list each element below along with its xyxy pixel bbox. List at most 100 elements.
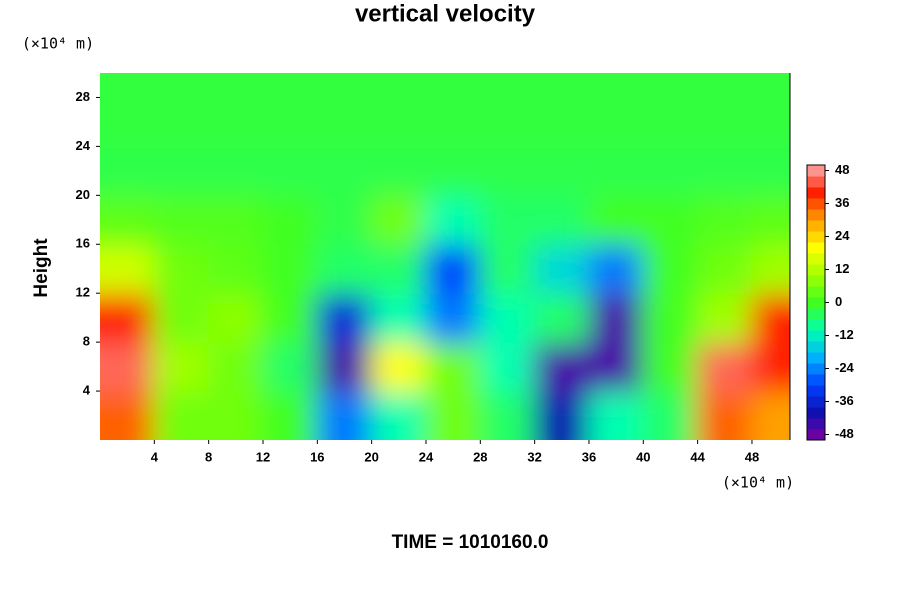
field-cell xyxy=(533,194,590,246)
field-cell xyxy=(696,390,753,440)
field-cell xyxy=(261,243,319,295)
field-cell xyxy=(153,390,210,440)
x-tick-label: 8 xyxy=(205,449,212,464)
field-cell xyxy=(479,194,536,246)
field-cell xyxy=(696,73,753,148)
field-cell xyxy=(479,292,536,344)
colorbar-tick-label: -48 xyxy=(835,426,854,441)
field-cell xyxy=(100,390,156,440)
x-tick-label: 32 xyxy=(527,449,541,464)
field-cell xyxy=(207,243,264,295)
field-cell xyxy=(316,243,373,295)
field-cell xyxy=(533,73,590,148)
x-tick-label: 44 xyxy=(690,449,705,464)
field-cell xyxy=(261,73,319,148)
field-cell xyxy=(642,243,699,295)
field-cell xyxy=(100,341,156,393)
field-cell xyxy=(207,292,264,344)
field-cell xyxy=(316,390,373,440)
field-cell xyxy=(750,292,790,344)
field-cell xyxy=(261,390,319,440)
x-tick-label: 36 xyxy=(582,449,596,464)
field-cell xyxy=(696,194,753,246)
field-cell xyxy=(100,243,156,295)
field-cell xyxy=(100,194,156,246)
field-cell xyxy=(424,145,482,197)
field-cell xyxy=(153,194,210,246)
x-unit: (×10⁴ m) xyxy=(722,474,794,492)
field-cell xyxy=(207,341,264,393)
field-cell xyxy=(261,145,319,197)
colorbar-swatch xyxy=(807,242,825,254)
colorbar-tick-label: -12 xyxy=(835,327,854,342)
colorbar-swatch xyxy=(807,374,825,386)
field-cell xyxy=(424,390,482,440)
field-cell xyxy=(479,243,536,295)
field-cell xyxy=(261,341,319,393)
field-cell xyxy=(316,145,373,197)
y-tick-label: 24 xyxy=(76,138,91,153)
field-cell xyxy=(424,243,482,295)
colorbar-swatch xyxy=(807,407,825,419)
field-cell xyxy=(587,194,645,246)
colorbar-swatch xyxy=(807,396,825,408)
colorbar-tick-label: -36 xyxy=(835,393,854,408)
field-cell xyxy=(533,243,590,295)
colorbar-swatch xyxy=(807,264,825,276)
field-cell xyxy=(479,145,536,197)
y-tick-label: 12 xyxy=(76,285,90,300)
field-cell xyxy=(587,145,645,197)
chart-title: vertical velocity xyxy=(355,0,536,27)
field-cell xyxy=(370,390,427,440)
x-tick-label: 48 xyxy=(745,449,759,464)
colorbar-tick-label: 36 xyxy=(835,195,849,210)
field-cell xyxy=(100,73,156,148)
field-cell xyxy=(370,194,427,246)
field-cell xyxy=(424,73,482,148)
field-cell xyxy=(153,292,210,344)
y-unit: (×10⁴ m) xyxy=(22,35,94,53)
field-cell xyxy=(479,341,536,393)
field-cell xyxy=(316,73,373,148)
colorbar-swatch xyxy=(807,297,825,309)
field-cell xyxy=(153,145,210,197)
field-cell xyxy=(479,390,536,440)
field-cell xyxy=(370,341,427,393)
field-cell xyxy=(696,341,753,393)
field-cell xyxy=(750,341,790,393)
field-cell xyxy=(750,390,790,440)
colorbar-swatch xyxy=(807,363,825,375)
colorbar-swatch xyxy=(807,319,825,331)
field-cell xyxy=(316,292,373,344)
field-cell xyxy=(424,194,482,246)
field-cell xyxy=(479,73,536,148)
field-cell xyxy=(750,145,790,197)
x-tick-label: 4 xyxy=(151,449,159,464)
field-cell xyxy=(533,292,590,344)
y-tick-label: 8 xyxy=(83,334,90,349)
x-tick-label: 24 xyxy=(419,449,434,464)
field-cell xyxy=(750,73,790,148)
field-cell xyxy=(587,390,645,440)
field-cell xyxy=(153,73,210,148)
colorbar-swatch xyxy=(807,341,825,353)
y-tick-label: 28 xyxy=(76,89,90,104)
y-tick-label: 20 xyxy=(76,187,90,202)
field-cell xyxy=(316,341,373,393)
field-cell xyxy=(750,194,790,246)
colorbar-swatch xyxy=(807,286,825,298)
colorbar-swatch xyxy=(807,429,825,441)
colorbar-tick-label: 48 xyxy=(835,162,849,177)
field-cell xyxy=(533,390,590,440)
colorbar: 48 36 24 12 0 -12 -24 -36 -48 xyxy=(806,162,855,441)
colorbar-tick-label: 12 xyxy=(835,261,849,276)
colorbar-swatch xyxy=(807,330,825,342)
field-cell xyxy=(642,292,699,344)
footer: TIME = 1010160.0 xyxy=(392,532,549,553)
colorbar-swatch xyxy=(807,253,825,265)
colorbar-tick-label: 0 xyxy=(835,294,842,309)
field-cell xyxy=(533,145,590,197)
colorbar-swatch xyxy=(807,220,825,232)
colorbar-swatch xyxy=(807,165,825,177)
x-tick-label: 16 xyxy=(310,449,324,464)
